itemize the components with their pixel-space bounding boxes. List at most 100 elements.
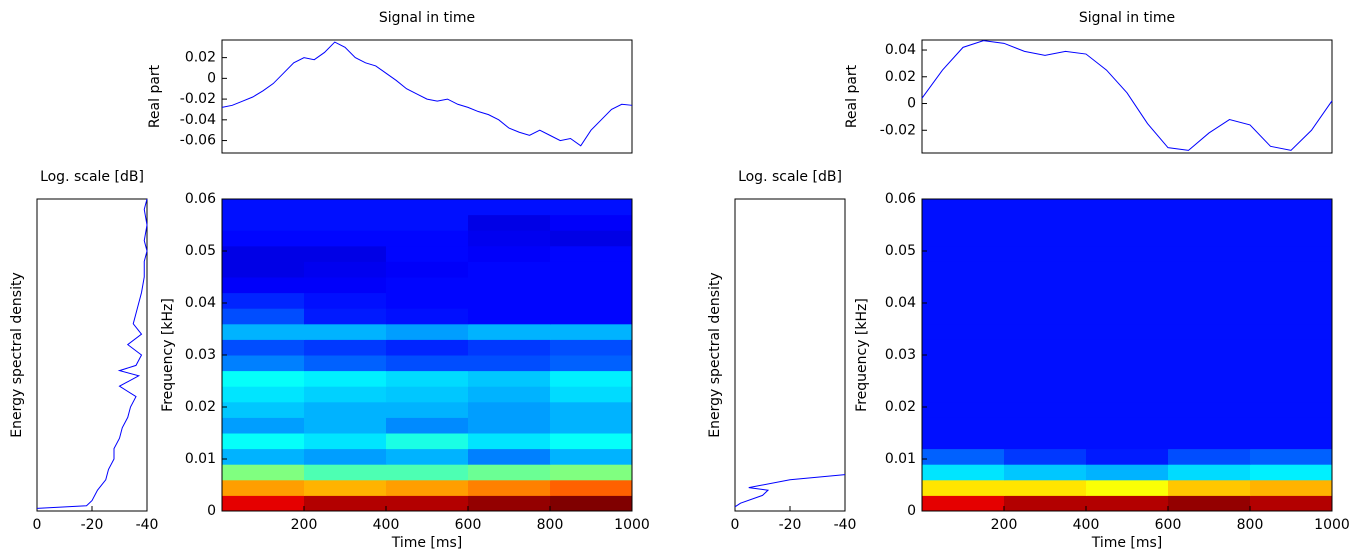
signal-line [921,40,1333,151]
y-tick-label: 0.06 [885,191,916,207]
y-tick-label: 0.05 [885,243,916,259]
heatmap-cell [1086,433,1169,450]
y-axis-label: Energy spectral density [9,272,25,437]
heatmap-cell [1168,323,1251,340]
heatmap-cell [222,417,305,434]
heatmap-cell [386,230,469,247]
heatmap-cell [304,339,387,356]
heatmap-cell [922,323,1005,340]
axes-title: Signal in time [379,10,475,26]
y-tick-label: -0.04 [180,112,216,128]
heatmap-cell [222,308,305,325]
heatmap-cell [468,261,551,278]
heatmap-cell [1004,292,1087,309]
heatmap-cell [1086,261,1169,278]
heatmap-cell [468,292,551,309]
heatmap-cell [1250,245,1333,262]
x-axis-label: Time [ms] [391,535,463,551]
heatmap-cell [550,214,633,231]
heatmap-cell [1168,370,1251,387]
heatmap-cell [1168,464,1251,481]
y-tick-label: 0.04 [885,42,916,58]
heatmap-cell [550,370,633,387]
heatmap-cell [468,401,551,418]
heatmap-cell [1004,277,1087,294]
heatmap-cell [304,370,387,387]
heatmap-cell [922,479,1005,496]
heatmap-cell [386,214,469,231]
heatmap-cell [386,479,469,496]
heatmap-cell [304,448,387,465]
x-tick-label: 400 [373,517,400,533]
heatmap-cell [468,386,551,403]
heatmap-cell [1168,199,1251,216]
heatmap-cell [468,323,551,340]
heatmap-cell [304,199,387,216]
y-tick-label: 0.01 [885,451,916,467]
heatmap-cell [386,245,469,262]
heatmap-cell [222,339,305,356]
heatmap-cell [304,214,387,231]
heatmap-cell [1250,433,1333,450]
heatmap-cell [1250,199,1333,216]
heatmap-cell [386,277,469,294]
heatmap-cell [386,339,469,356]
heatmap-cell [468,308,551,325]
heatmap-cell [1004,245,1087,262]
heatmap-cell [1004,339,1087,356]
heatmap-cell [386,448,469,465]
heatmap-cell [922,308,1005,325]
x-tick-label: -20 [779,517,802,533]
heatmap-cell [1086,386,1169,403]
y-tick-label: 0.06 [185,191,216,207]
heatmap-cell [386,417,469,434]
heatmap-cell [304,323,387,340]
heatmap-cell [1004,479,1087,496]
heatmap-cell [386,355,469,372]
heatmap-cell [1004,448,1087,465]
x-tick-label: -40 [834,517,857,533]
heatmap-cell [1250,292,1333,309]
heatmap-cell [386,261,469,278]
heatmap-cell [1168,261,1251,278]
heatmap-cell [922,370,1005,387]
heatmap-cell [304,261,387,278]
heatmap-cell [1004,355,1087,372]
heatmap-cell [922,292,1005,309]
heatmap-cell [1250,355,1333,372]
x-tick-label: 1000 [1314,517,1350,533]
heatmap-cell [922,355,1005,372]
heatmap-cell [468,245,551,262]
heatmap-cell [550,479,633,496]
heatmap-cell [1168,292,1251,309]
y-axis-label: Real part [147,64,163,128]
heatmap-cell [1004,214,1087,231]
y-axis-label: Energy spectral density [707,272,723,437]
y-tick-label: 0.02 [885,399,916,415]
heatmap-cell [550,199,633,216]
x-tick-label: -20 [81,517,104,533]
heatmap-cell [1168,245,1251,262]
heatmap-cell [222,433,305,450]
heatmap-cell [550,230,633,247]
heatmap-cell [1250,214,1333,231]
heatmap-cell [1168,355,1251,372]
heatmap-cell [468,339,551,356]
heatmap-cell [1250,230,1333,247]
heatmap-cell [1250,479,1333,496]
heatmap-cell [386,464,469,481]
heatmap-cell [468,214,551,231]
heatmap-cell [550,464,633,481]
heatmap-cell [1086,308,1169,325]
heatmap-cell [1086,339,1169,356]
heatmap-cell [1004,401,1087,418]
x-tick-label: 1000 [614,517,650,533]
heatmap-cell [386,308,469,325]
heatmap-cell [1086,199,1169,216]
heatmap-cell [550,323,633,340]
y-tick-label: 0.04 [185,295,216,311]
heatmap-cell [222,401,305,418]
heatmap-cell [222,261,305,278]
heatmap-cell [468,230,551,247]
